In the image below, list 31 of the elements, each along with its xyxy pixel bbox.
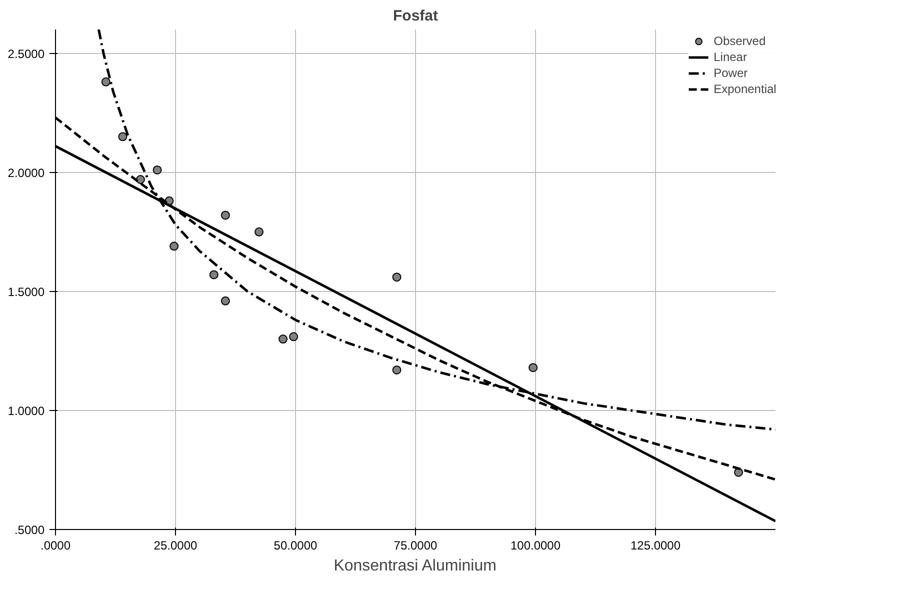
x-tick-label: 25.0000 bbox=[154, 538, 198, 552]
point bbox=[220, 210, 230, 220]
legend-label: Linear bbox=[714, 49, 747, 65]
legend-label: Exponential bbox=[714, 81, 776, 97]
point bbox=[209, 270, 218, 280]
legend-label: Observed bbox=[714, 33, 766, 49]
point bbox=[152, 165, 162, 174]
x-tick-label: 100.0000 bbox=[510, 538, 561, 552]
x-tick-label: 75.0000 bbox=[394, 538, 438, 552]
x-tick-label: .0000 bbox=[40, 538, 71, 552]
chart-title: Fosfat bbox=[393, 8, 438, 24]
point bbox=[254, 227, 264, 236]
point bbox=[118, 132, 128, 142]
y-tick-label: .5000 bbox=[14, 523, 45, 537]
point bbox=[101, 77, 110, 86]
point bbox=[392, 365, 402, 374]
point bbox=[289, 332, 298, 342]
point bbox=[278, 334, 288, 344]
y-tick-label: 1.5000 bbox=[8, 284, 45, 299]
y-tick-label: 2.0000 bbox=[8, 166, 45, 180]
point bbox=[220, 296, 230, 306]
legend-label: Power bbox=[714, 65, 748, 81]
point bbox=[528, 363, 538, 372]
point bbox=[170, 242, 179, 251]
y-tick-label: 2.5000 bbox=[8, 46, 45, 61]
y-tick-label: 1.0000 bbox=[8, 404, 45, 418]
point bbox=[136, 175, 145, 184]
x-tick-label: 125.0000 bbox=[630, 538, 681, 552]
x-tick-label: 50.0000 bbox=[274, 538, 318, 552]
x-axis-title: Konsentrasi Aluminium bbox=[334, 558, 496, 574]
point bbox=[392, 272, 402, 282]
